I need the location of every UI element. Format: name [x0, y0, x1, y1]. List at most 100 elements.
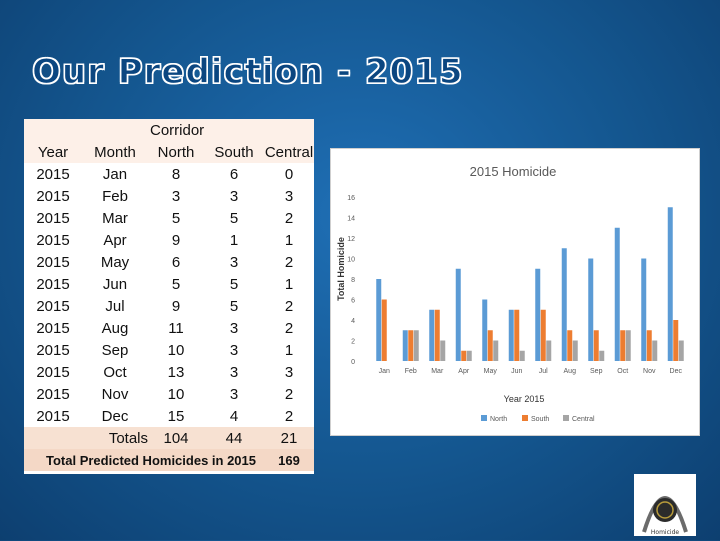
table-row: 2015 Jun 5 5 1: [24, 273, 314, 295]
year-cell: 2015: [36, 297, 70, 315]
table-row: 2015 Mar 5 5 2: [24, 207, 314, 229]
x-tick-label: Dec: [670, 368, 683, 375]
year-cell: 2015: [36, 341, 70, 359]
north-cell: 5: [171, 209, 181, 227]
south-cell: 3: [229, 363, 239, 381]
south-cell: 1: [229, 231, 239, 249]
south-cell: 6: [229, 165, 239, 183]
bar-north-jan: [376, 279, 382, 361]
total-north: 104: [148, 427, 204, 449]
chart-ticks: 0 2 4 6 8 10 12 14 16 Jan Feb Mar Apr May Jun Jul Aug Sep…: [347, 195, 682, 375]
north-cell: 13: [167, 363, 185, 381]
central-cell: 2: [284, 209, 294, 227]
north-cell: 5: [171, 275, 181, 293]
central-cell: 1: [284, 275, 294, 293]
x-tick-label: Jan: [379, 368, 390, 375]
south-cell: 3: [229, 385, 239, 403]
table-row: 2015 Aug 11 3 2: [24, 317, 314, 339]
logo: Homicide: [634, 474, 696, 536]
prediction-table-body: Corridor Year Month North South Central …: [24, 119, 314, 471]
x-axis-label: Year 2015: [504, 394, 545, 404]
year-cell: 2015: [36, 187, 70, 205]
y-tick-label: 10: [347, 257, 355, 264]
bar-south-aug: [567, 330, 573, 361]
x-tick-label: Jul: [539, 368, 548, 375]
month-cell: Mar: [102, 209, 128, 227]
column-header-row: Year Month North South Central: [24, 141, 314, 163]
y-tick-label: 8: [351, 277, 355, 284]
south-cell: 5: [229, 297, 239, 315]
bar-north-jun: [508, 309, 514, 361]
chart-title: 2015 Homicide: [470, 164, 557, 179]
south-cell: 3: [229, 319, 239, 337]
north-cell: 10: [167, 341, 185, 359]
y-tick-label: 16: [347, 195, 355, 202]
x-tick-label: Oct: [617, 368, 628, 375]
north-cell: 11: [168, 319, 184, 337]
corridor-header: Corridor: [148, 119, 264, 141]
bar-central-may: [493, 340, 499, 361]
chart-panel: 2015 Homicide Total Homicide Year 2015 0…: [330, 148, 700, 436]
year-cell: 2015: [36, 319, 70, 337]
bar-north-oct: [614, 227, 620, 361]
x-tick-label: May: [484, 368, 498, 375]
y-tick-label: 6: [351, 298, 355, 305]
bar-north-may: [482, 299, 488, 361]
legend-swatch-south: [522, 415, 528, 421]
bar-north-feb: [402, 330, 408, 361]
bar-south-may: [487, 330, 493, 361]
bar-south-nov: [646, 330, 652, 361]
central-cell: 2: [284, 253, 294, 271]
bar-north-mar: [429, 309, 435, 361]
logo-caption: Homicide: [651, 529, 679, 536]
north-cell: 8: [171, 165, 181, 183]
bar-south-jul: [540, 309, 546, 361]
prediction-table: Corridor Year Month North South Central …: [24, 119, 314, 471]
col-header-year: Year: [24, 141, 82, 163]
north-cell: 9: [171, 231, 181, 249]
x-tick-label: Apr: [458, 368, 470, 375]
month-cell: Oct: [103, 363, 127, 381]
legend-swatch-north: [481, 415, 487, 421]
south-cell: 5: [229, 275, 239, 293]
month-cell: Jul: [105, 297, 125, 315]
total-south: 44: [204, 427, 264, 449]
central-cell: 3: [284, 363, 294, 381]
bar-south-sep: [593, 330, 599, 361]
y-tick-label: 0: [351, 359, 355, 366]
central-cell: 1: [284, 231, 294, 249]
year-cell: 2015: [36, 407, 70, 425]
bar-south-mar: [434, 309, 440, 361]
south-cell: 5: [229, 209, 239, 227]
y-tick-label: 2: [351, 339, 355, 346]
table-row: 2015 Feb 3 3 3: [24, 185, 314, 207]
bar-south-apr: [461, 350, 467, 361]
chart-bars: [376, 207, 684, 361]
prediction-table-panel: Corridor Year Month North South Central …: [24, 119, 314, 474]
north-cell: 10: [167, 385, 185, 403]
bar-south-jun: [514, 309, 520, 361]
central-cell: 2: [284, 319, 294, 337]
y-tick-label: 12: [347, 236, 355, 243]
south-cell: 3: [229, 341, 239, 359]
bar-south-oct: [620, 330, 626, 361]
month-cell: Nov: [101, 385, 129, 403]
south-cell: 3: [229, 253, 239, 271]
total-central: 21: [264, 427, 314, 449]
bar-north-dec: [667, 207, 673, 361]
bar-central-dec: [678, 340, 684, 361]
year-cell: 2015: [36, 253, 70, 271]
bar-central-jun: [519, 350, 525, 361]
grand-total-value: 169: [264, 449, 314, 471]
year-cell: 2015: [36, 209, 70, 227]
x-tick-label: Nov: [643, 368, 656, 375]
north-cell: 9: [171, 297, 181, 315]
arch-seal-logo: Homicide: [642, 496, 688, 536]
table-row: 2015 Oct 13 3 3: [24, 361, 314, 383]
north-cell: 3: [171, 187, 181, 205]
bar-central-nov: [652, 340, 658, 361]
month-cell: Dec: [101, 407, 129, 425]
central-cell: 2: [284, 407, 294, 425]
bar-south-jan: [381, 299, 387, 361]
bar-central-oct: [625, 330, 631, 361]
